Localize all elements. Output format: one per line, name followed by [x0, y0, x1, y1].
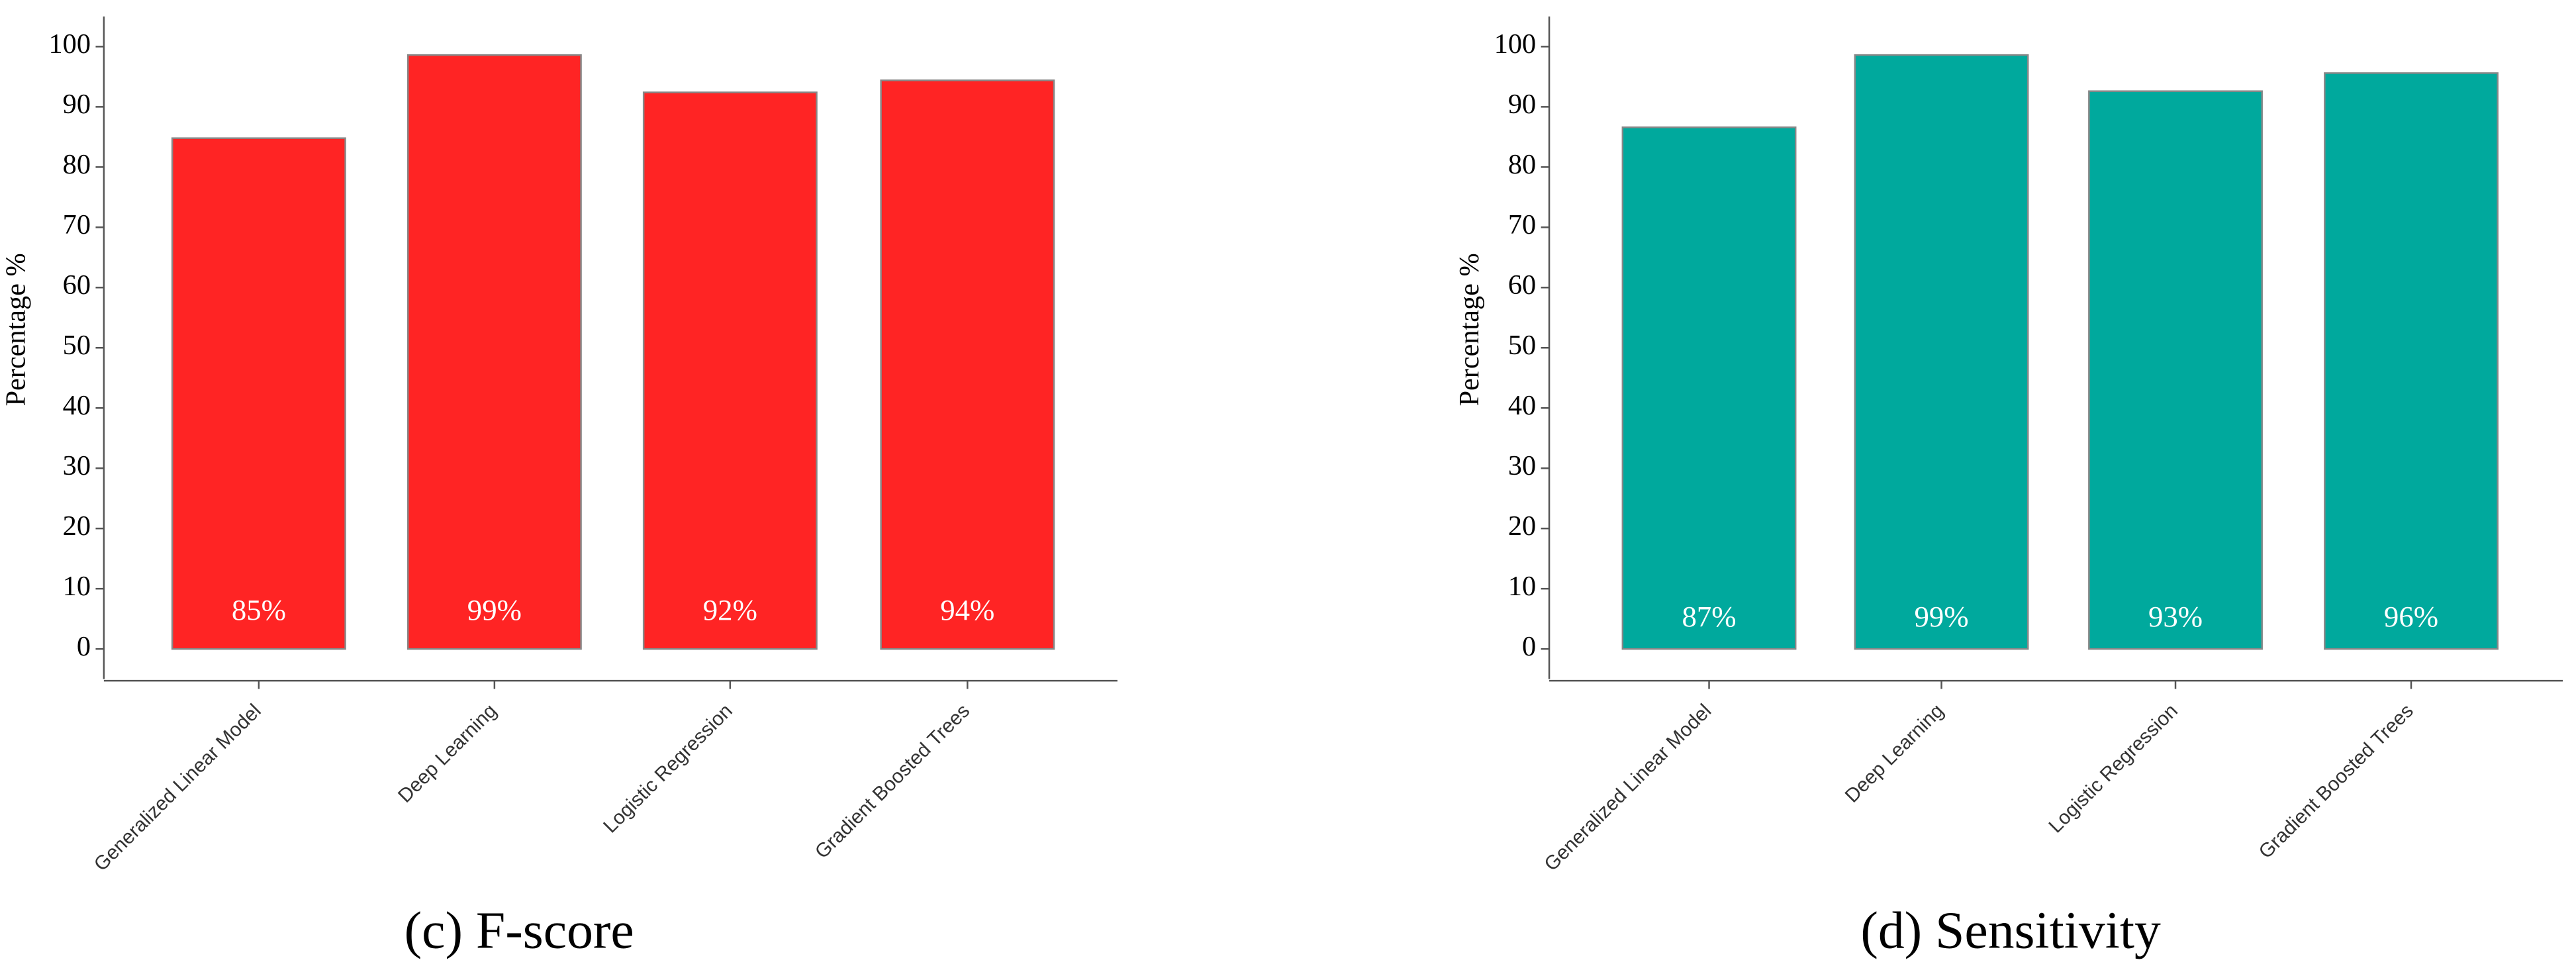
y-tick-label: 100: [1494, 28, 1536, 60]
value-label: 93%: [2148, 600, 2203, 633]
y-tick-label: 20: [63, 510, 91, 542]
value-label: 87%: [1682, 600, 1736, 633]
x-tick-label: Deep Learning: [394, 700, 501, 807]
x-tick-label: Deep Learning: [1841, 700, 1948, 807]
y-tick-label: 60: [1508, 269, 1536, 301]
y-tick-label: 80: [63, 149, 91, 180]
y-axis-label: Percentage %: [1454, 253, 1485, 406]
bar: [406, 54, 582, 650]
x-tick-label: Gradient Boosted Trees: [2255, 700, 2418, 863]
bar: [1621, 126, 1797, 650]
y-tick-label: 10: [63, 571, 91, 602]
y-tick-label: 80: [1508, 149, 1536, 180]
x-tick-label: Generalized Linear Model: [1540, 700, 1715, 875]
y-tick-label: 90: [63, 89, 91, 120]
value-label: 99%: [467, 593, 522, 626]
y-tick-label: 50: [63, 330, 91, 361]
bar: [2324, 72, 2499, 650]
y-axis-label: Percentage %: [0, 253, 31, 406]
x-tick-label: Logistic Regression: [2044, 700, 2182, 838]
y-tick-label: 60: [63, 269, 91, 301]
caption: (c) F-score: [405, 901, 634, 959]
y-tick-label: 70: [63, 209, 91, 240]
bar: [642, 91, 818, 650]
y-tick-label: 30: [1508, 450, 1536, 481]
y-tick-label: 100: [49, 28, 91, 60]
y-tick-label: 50: [1508, 330, 1536, 361]
caption: (d) Sensitivity: [1860, 901, 2161, 959]
value-label: 99%: [1914, 600, 1968, 633]
x-tick-label: Generalized Linear Model: [90, 700, 265, 875]
bar: [1854, 54, 2029, 650]
value-label: 96%: [2384, 600, 2438, 633]
x-tick-label: Logistic Regression: [599, 700, 737, 838]
bar: [2088, 90, 2263, 650]
y-tick-label: 40: [1508, 390, 1536, 421]
y-tick-label: 10: [1508, 571, 1536, 602]
y-tick-label: 90: [1508, 89, 1536, 120]
value-label: 92%: [703, 593, 757, 626]
x-tick-label: Gradient Boosted Trees: [811, 700, 974, 863]
y-tick-label: 0: [77, 631, 91, 662]
y-tick-label: 70: [1508, 209, 1536, 240]
y-tick-label: 40: [63, 390, 91, 421]
bar: [880, 79, 1055, 650]
y-tick-label: 20: [1508, 510, 1536, 542]
value-label: 94%: [940, 593, 994, 626]
bar: [171, 137, 346, 650]
y-tick-label: 30: [63, 450, 91, 481]
value-label: 85%: [232, 593, 286, 626]
y-tick-label: 0: [1522, 631, 1536, 662]
